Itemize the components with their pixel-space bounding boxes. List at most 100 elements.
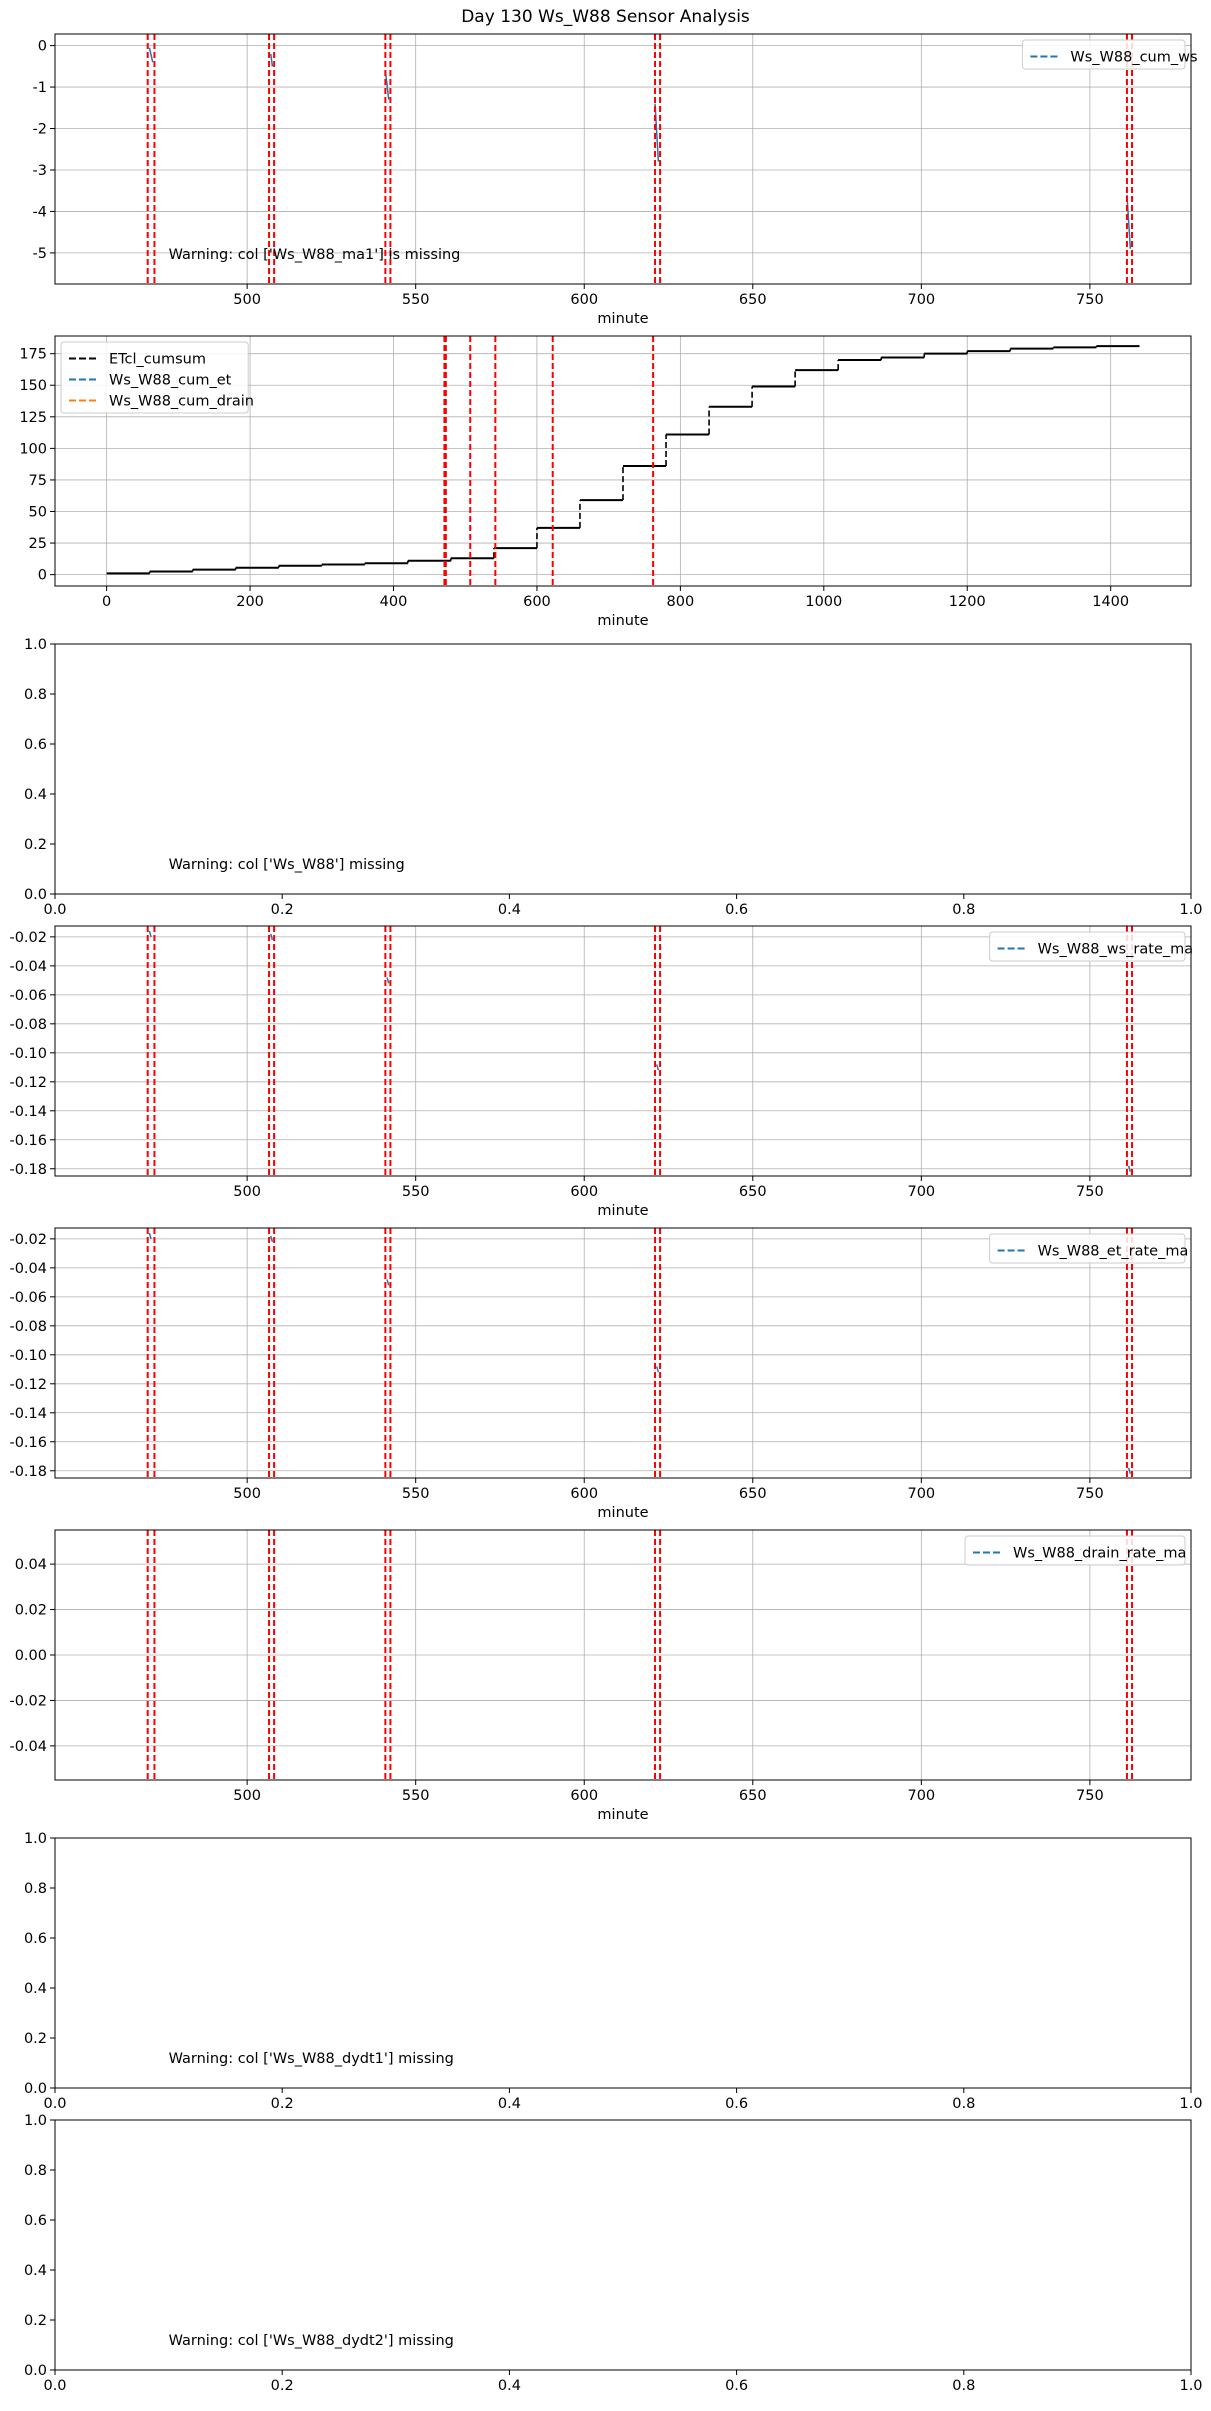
y-tick-label: -0.14 xyxy=(9,1406,47,1422)
x-tick-label: 0.0 xyxy=(43,2096,66,2112)
x-tick-label: 0 xyxy=(102,594,111,610)
plot-area xyxy=(146,1530,1134,1780)
x-tick-label: 600 xyxy=(523,594,551,610)
y-tick-label: 0 xyxy=(38,568,47,584)
x-tick-label: 600 xyxy=(570,1486,598,1502)
legend-box xyxy=(964,1535,1186,1566)
y-tick-label: -0.12 xyxy=(9,1377,47,1393)
x-tick-label: 700 xyxy=(907,1184,935,1200)
y-tick-label: 0.6 xyxy=(24,1931,47,1947)
x-tick-label: 0.2 xyxy=(271,2096,294,2112)
x-tick-label: 0.2 xyxy=(271,2378,294,2394)
y-tick-label: 125 xyxy=(19,410,47,426)
series-segment xyxy=(654,103,660,162)
y-tick-label: 75 xyxy=(29,473,47,489)
y-tick-label: 175 xyxy=(19,347,47,363)
series-segment xyxy=(270,1235,274,1242)
y-tick-label: -0.16 xyxy=(9,1435,47,1451)
y-tick-label: -3 xyxy=(33,163,47,179)
y-tick-label: 0.4 xyxy=(24,2263,47,2279)
y-tick-label: -5 xyxy=(33,246,47,262)
legend-label: Ws_W88_cum_ws xyxy=(1070,50,1197,66)
y-tick-label: 0.6 xyxy=(24,2213,47,2229)
legend-label: Ws_W88_cum_et xyxy=(109,373,232,389)
y-tick-label: -0.02 xyxy=(9,930,47,946)
legend: Ws_W88_et_rate_ma xyxy=(989,1233,1188,1264)
y-tick-label: -0.18 xyxy=(9,1162,47,1178)
y-tick-label: 0.04 xyxy=(15,1557,47,1573)
legend-box xyxy=(60,341,249,414)
x-tick-label: 550 xyxy=(402,1184,430,1200)
plot-area xyxy=(146,34,1134,284)
axes-frame xyxy=(54,643,1192,895)
y-tick-label: -2 xyxy=(33,122,47,138)
x-tick-label: 200 xyxy=(236,594,264,610)
x-tick-label: 500 xyxy=(233,1184,261,1200)
x-tick-label: 800 xyxy=(667,594,695,610)
series-segment xyxy=(655,1366,660,1373)
y-tick-label: 0.2 xyxy=(24,2031,47,2047)
x-tick-label: 700 xyxy=(907,1788,935,1804)
y-tick-label: -0.04 xyxy=(9,1261,47,1277)
series-segment xyxy=(655,1064,660,1071)
y-tick-label: -0.04 xyxy=(9,1739,47,1755)
series-segment xyxy=(1127,1467,1132,1474)
legend: Ws_W88_cum_ws xyxy=(1021,39,1198,70)
series-segment xyxy=(148,930,152,938)
y-tick-label: 0.2 xyxy=(24,837,47,853)
x-axis-label: minute xyxy=(597,613,648,629)
x-tick-label: 0.6 xyxy=(725,2378,748,2394)
y-tick-label: -0.02 xyxy=(9,1693,47,1709)
y-tick-label: -0.10 xyxy=(9,1046,47,1062)
x-tick-label: 650 xyxy=(739,1184,767,1200)
y-tick-label: 25 xyxy=(29,536,47,552)
series-segment xyxy=(148,1232,152,1240)
y-tick-label: -0.18 xyxy=(9,1464,47,1480)
x-tick-label: 0.2 xyxy=(271,902,294,918)
x-tick-label: 1.0 xyxy=(1179,2096,1202,2112)
x-axis-label: minute xyxy=(597,311,648,327)
y-tick-label: -0.10 xyxy=(9,1348,47,1364)
x-tick-label: 500 xyxy=(233,1788,261,1804)
chart-panel-4: 500 550 600 650 700 750 -0.02 -0.04 -0.06 -0.08 -0… xyxy=(9,925,1194,1219)
axes-frame xyxy=(54,33,1192,285)
legend-box xyxy=(1021,39,1186,70)
chart-panel-8: 0.0 0.2 0.4 0.6 0.8 1.0 0.0 0.2 0.4 0.6 0.8 1.0 Warn… xyxy=(24,2113,1203,2394)
x-tick-label: 0.4 xyxy=(498,902,521,918)
y-tick-label: 50 xyxy=(29,505,47,521)
series-segment xyxy=(386,1279,390,1286)
x-tick-label: 700 xyxy=(907,1486,935,1502)
x-tick-label: 650 xyxy=(739,1486,767,1502)
x-tick-label: 650 xyxy=(739,1788,767,1804)
legend-label: Ws_W88_ws_rate_ma xyxy=(1038,942,1194,958)
x-tick-label: 500 xyxy=(233,292,261,308)
series-segment xyxy=(270,933,274,940)
x-tick-label: 0.4 xyxy=(498,2096,521,2112)
legend-box xyxy=(989,1233,1186,1264)
series-segment xyxy=(269,53,274,67)
plot-area xyxy=(146,926,1134,1176)
y-tick-label: 0.4 xyxy=(24,787,47,803)
y-tick-label: -0.08 xyxy=(9,1017,47,1033)
axes-frame xyxy=(54,1837,1192,2089)
warning-annotation: Warning: col ['Ws_W88_dydt2'] missing xyxy=(169,2333,454,2349)
x-tick-label: 400 xyxy=(380,594,408,610)
y-tick-label: 0.0 xyxy=(24,2081,47,2097)
series-segment xyxy=(386,977,390,984)
chart-panel-7: 0.0 0.2 0.4 0.6 0.8 1.0 0.0 0.2 0.4 0.6 0.8 1.0 Warn… xyxy=(24,1831,1203,2112)
y-tick-label: 0 xyxy=(38,39,47,55)
legend: ETcl_cumsum Ws_W88_cum_et Ws_W88_cum_drain xyxy=(60,341,254,414)
x-tick-label: 650 xyxy=(739,292,767,308)
y-tick-label: -0.02 xyxy=(9,1232,47,1248)
x-tick-label: 0.6 xyxy=(725,2096,748,2112)
axes-frame xyxy=(54,925,1192,1177)
legend-label: ETcl_cumsum xyxy=(109,352,206,368)
x-tick-label: 750 xyxy=(1076,1184,1104,1200)
x-tick-label: 550 xyxy=(402,1788,430,1804)
x-tick-label: 750 xyxy=(1076,292,1104,308)
x-tick-label: 500 xyxy=(233,1486,261,1502)
series-segment xyxy=(148,47,154,63)
x-tick-label: 1400 xyxy=(1092,594,1129,610)
x-tick-label: 1200 xyxy=(949,594,986,610)
